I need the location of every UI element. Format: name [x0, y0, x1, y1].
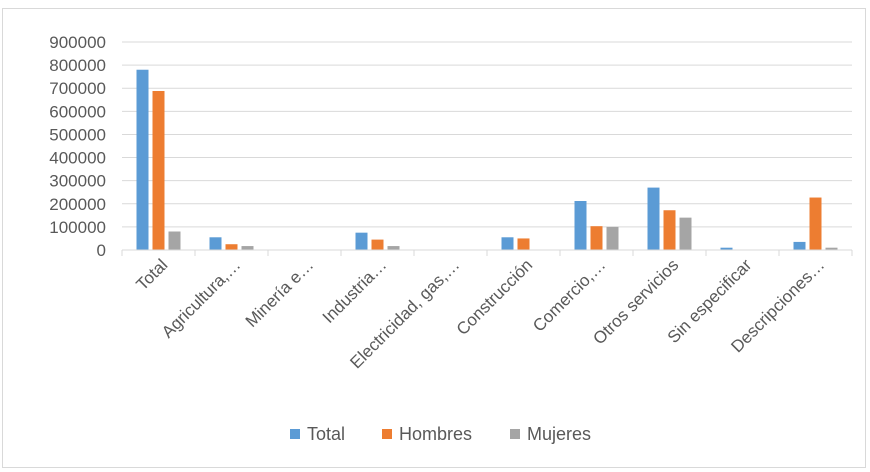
y-tick-label: 800000	[49, 56, 106, 75]
x-category-label: Agricultura,…	[158, 255, 244, 341]
bar-total-0	[136, 69, 149, 250]
bar-hombres-0	[152, 90, 165, 251]
bar-mujeres-7	[679, 217, 692, 250]
bar-hombres-7	[663, 210, 676, 250]
legend-label: Total	[307, 424, 345, 444]
bar-hombres-9	[809, 197, 822, 250]
bar-mujeres-3	[387, 246, 400, 250]
x-category-label: Total	[132, 255, 171, 294]
bar-mujeres-6	[606, 226, 619, 250]
y-tick-label: 400000	[49, 149, 106, 168]
x-category-label: Construcción	[453, 255, 537, 339]
legend: Total Hombres Mujeres	[290, 424, 591, 444]
x-category-label: Industria…	[319, 255, 391, 327]
y-tick-label: 500000	[49, 125, 106, 144]
bar-hombres-6	[590, 226, 603, 250]
y-tick-label: 700000	[49, 79, 106, 98]
legend-swatch-hombres	[382, 429, 392, 439]
bar-total-7	[647, 187, 660, 250]
bar-mujeres-9	[825, 247, 838, 250]
y-tick-label: 0	[97, 241, 106, 260]
bar-total-9	[793, 241, 806, 250]
y-tick-label: 100000	[49, 218, 106, 237]
bar-total-3	[355, 232, 368, 250]
bar-hombres-1	[225, 244, 238, 250]
bar-hombres-5	[517, 238, 530, 250]
bar-hombres-3	[371, 239, 384, 250]
bar-mujeres-0	[168, 231, 181, 250]
bar-total-5	[501, 237, 514, 250]
y-axis-tick-labels: 0 100000 200000 300000 400000 500000 600000 700…	[49, 33, 106, 260]
y-tick-label: 200000	[49, 195, 106, 214]
bar-mujeres-1	[241, 246, 254, 250]
y-tick-label: 300000	[49, 172, 106, 191]
legend-label: Hombres	[399, 424, 472, 444]
x-axis	[121, 249, 853, 256]
y-tick-label: 900000	[49, 33, 106, 52]
bar-total-6	[574, 201, 587, 250]
gridlines	[122, 41, 852, 228]
bars	[136, 69, 838, 251]
bar-total-1	[209, 237, 222, 250]
x-category-label: Minería e…	[242, 255, 318, 331]
bar-total-8	[720, 247, 733, 250]
legend-label: Mujeres	[527, 424, 591, 444]
legend-swatch-total	[290, 429, 300, 439]
legend-swatch-mujeres	[510, 429, 520, 439]
y-tick-label: 600000	[49, 102, 106, 121]
x-category-label: Comercio,…	[529, 255, 609, 335]
